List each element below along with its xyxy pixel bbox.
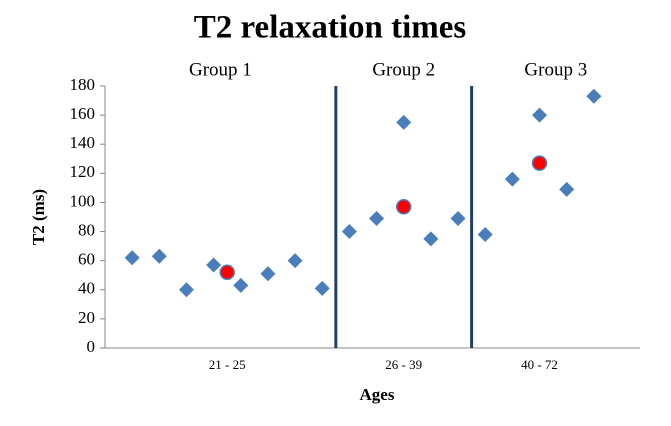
data-point [124, 250, 140, 266]
x-tick-label: 40 - 72 [521, 357, 558, 372]
data-point [341, 224, 357, 240]
y-tick-label: 20 [78, 308, 95, 327]
data-point [233, 277, 249, 293]
data-point [423, 231, 439, 247]
y-tick-label: 100 [70, 191, 96, 210]
chart-title: T2 relaxation times [194, 10, 467, 46]
data-point [206, 257, 222, 273]
x-tick-label: 21 - 25 [209, 357, 246, 372]
data-point [178, 282, 194, 298]
data-point [586, 88, 602, 104]
data-point [396, 114, 412, 130]
data-point [369, 210, 385, 226]
data-point [314, 280, 330, 296]
group-label: Group 2 [372, 59, 435, 80]
data-point [151, 248, 167, 264]
group-label: Group 1 [189, 59, 252, 80]
y-tick-label: 180 [70, 75, 96, 94]
y-tick-label: 120 [70, 162, 96, 181]
y-tick-label: 60 [78, 250, 95, 269]
data-point [477, 226, 493, 242]
x-tick-label: 26 - 39 [385, 357, 422, 372]
y-tick-label: 80 [78, 220, 95, 239]
y-tick-label: 40 [78, 279, 95, 298]
data-point [504, 171, 520, 187]
y-tick-label: 160 [70, 104, 96, 123]
y-axis-label: T2 (ms) [29, 189, 48, 245]
data-point [532, 107, 548, 123]
mean-point [219, 264, 235, 281]
data-point [559, 181, 575, 197]
mean-point [531, 155, 548, 171]
y-tick-label: 140 [70, 133, 96, 152]
x-axis-label: Ages [360, 385, 395, 404]
mean-point [395, 199, 412, 215]
data-point [260, 266, 276, 282]
data-point [287, 253, 303, 269]
y-tick-label: 0 [87, 337, 96, 356]
data-point [450, 210, 466, 226]
group-label: Group 3 [524, 59, 587, 80]
